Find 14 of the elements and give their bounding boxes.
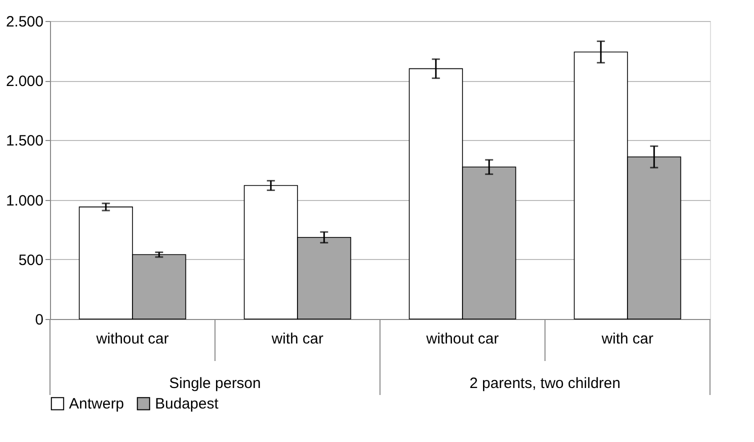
legend-label: Budapest [155, 396, 220, 413]
y-tick-label: 1.000 [6, 192, 44, 210]
y-tick-label: 1.500 [6, 132, 44, 150]
y-tick-label: 2.500 [6, 14, 44, 30]
text: 2 parents, two children [470, 375, 620, 392]
legend-label: Antwerp [69, 396, 124, 413]
y-tick-label: 0 [35, 312, 44, 328]
x-tick-label: with car [600, 330, 654, 348]
x-tick-label: with car [270, 330, 324, 348]
y-tick-label: 2.000 [6, 73, 44, 90]
x-tick-label: without car [95, 330, 169, 348]
y-tick-label: 500 [18, 252, 44, 269]
text: Single person [169, 375, 261, 392]
x-tick-label: without car [425, 330, 499, 348]
